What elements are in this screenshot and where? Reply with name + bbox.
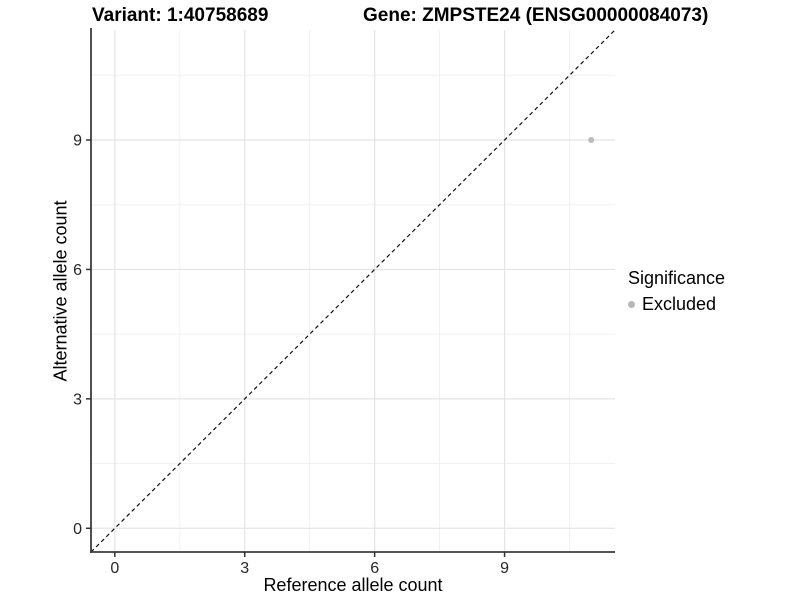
y-tick-label: 3 xyxy=(73,391,82,408)
legend-item-label: Excluded xyxy=(642,294,717,314)
gene-title: Gene: ZMPSTE24 (ENSG00000084073) xyxy=(363,5,709,26)
legend: Significance Excluded xyxy=(628,268,725,315)
legend-item-excluded: Excluded xyxy=(628,294,725,315)
legend-title: Significance xyxy=(628,268,726,288)
x-axis-title: Reference allele count xyxy=(263,575,443,595)
identity-dashed-line xyxy=(90,29,616,553)
x-tick-label: 3 xyxy=(240,560,249,577)
x-tick-label: 9 xyxy=(500,560,509,577)
variant-title: Variant: 1:40758689 xyxy=(92,5,269,26)
y-tick-label: 0 xyxy=(73,521,82,538)
data-point xyxy=(588,137,595,144)
x-tick-label: 6 xyxy=(370,560,379,577)
y-tick-label: 9 xyxy=(73,133,82,150)
y-axis-title: Alternative allele count xyxy=(50,200,71,382)
legend-key-dot xyxy=(628,301,635,308)
y-tick-label: 6 xyxy=(73,262,82,279)
x-tick-label: 0 xyxy=(110,560,119,577)
